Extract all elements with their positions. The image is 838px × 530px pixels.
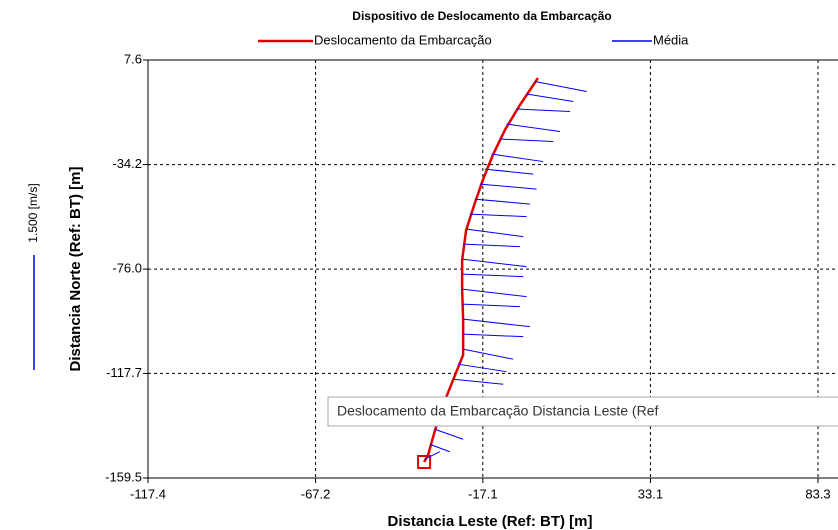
velocity-vector — [466, 228, 524, 238]
velocity-vector — [463, 333, 524, 338]
velocity-vector — [534, 81, 587, 93]
velocity-vector — [424, 451, 440, 460]
velocity-vector — [463, 348, 514, 360]
legend-label: Deslocamento da Embarcação — [314, 32, 492, 47]
velocity-vector — [462, 258, 527, 268]
velocity-vector — [516, 108, 570, 113]
x-axis-label: Distancia Leste (Ref: BT) [m] — [387, 513, 592, 530]
velocity-vector — [462, 273, 524, 278]
legend-label: Média — [653, 32, 689, 47]
x-tick-label: -17.1 — [468, 486, 498, 501]
velocity-vector — [462, 303, 520, 308]
velocity-vector — [462, 288, 527, 298]
velocity-vector — [429, 443, 450, 453]
velocity-vector — [434, 428, 464, 440]
chart-title: Dispositivo de Deslocamento da Embarcaçã… — [352, 9, 611, 23]
velocity-vector — [499, 138, 554, 143]
y-tick-label: 7.6 — [124, 51, 142, 66]
y-axis-label: Distancia Norte (Ref: BT) [m] — [67, 166, 84, 371]
velocity-vector — [453, 378, 504, 385]
y-tick-label: -76.0 — [112, 261, 142, 276]
y-tick-label: -34.2 — [112, 156, 142, 171]
velocity-vector — [484, 168, 534, 175]
start-marker — [417, 454, 432, 469]
y-tick-label: -117.7 — [106, 365, 142, 380]
velocity-vector — [479, 183, 537, 190]
velocity-vector — [526, 93, 574, 103]
tooltip: Deslocamento da Embarcação Distancia Les… — [337, 403, 658, 419]
x-tick-label: 33.1 — [638, 486, 663, 501]
velocity-vector — [469, 213, 527, 218]
x-tick-label: -117.4 — [130, 486, 166, 501]
scale-label: 1.500 [m/s] — [26, 183, 40, 242]
velocity-vector — [491, 153, 544, 163]
velocity-vector — [474, 198, 530, 205]
velocity-vector — [458, 363, 507, 373]
x-tick-label: 83.3 — [805, 486, 830, 501]
x-tick-label: -67.2 — [301, 486, 331, 501]
velocity-vector — [506, 123, 561, 133]
tooltip-box — [327, 396, 838, 427]
velocity-vector — [463, 243, 520, 248]
y-tick-label: -159.5 — [105, 469, 142, 484]
velocity-vector — [463, 318, 530, 328]
